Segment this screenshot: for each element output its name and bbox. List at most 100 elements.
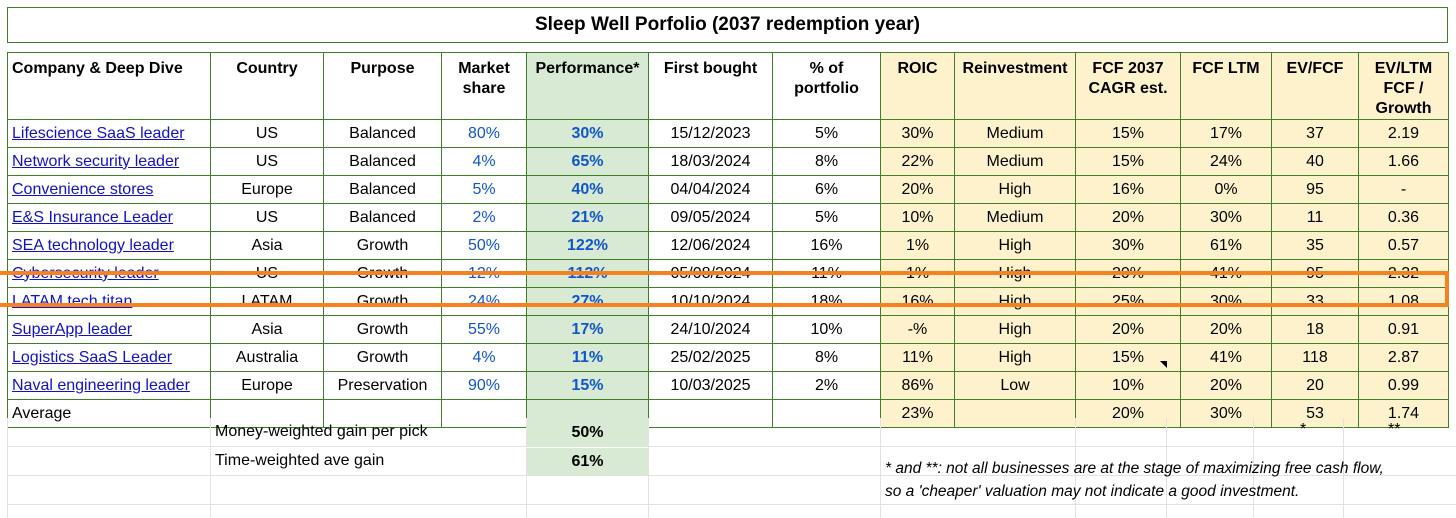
header-ev-fcf[interactable]: EV/FCF — [1271, 52, 1359, 120]
cell-share[interactable]: 5% — [441, 175, 527, 204]
cell-company[interactable]: SEA technology leader — [7, 231, 211, 260]
cell-pct[interactable]: 6% — [772, 175, 881, 204]
cell-purpose[interactable]: Growth — [323, 315, 442, 344]
deep-dive-link[interactable]: Naval engineering leader — [12, 376, 190, 394]
cell-pct[interactable]: 11% — [772, 259, 881, 288]
cell-company[interactable]: Network security leader — [7, 147, 211, 176]
cell-roic[interactable]: 10% — [880, 203, 955, 232]
cell-perf[interactable]: 30% — [526, 119, 649, 148]
average-label[interactable]: Average — [7, 399, 211, 428]
cell-cagr[interactable]: 15% — [1075, 119, 1181, 148]
cell-purpose[interactable]: Growth — [323, 343, 442, 372]
average-empty-cell[interactable] — [210, 399, 324, 428]
cell-pct[interactable]: 8% — [772, 343, 881, 372]
cell-growth[interactable]: 0.57 — [1358, 231, 1449, 260]
cell-purpose[interactable]: Balanced — [323, 175, 442, 204]
cell-growth[interactable]: 2.87 — [1358, 343, 1449, 372]
cell-company[interactable]: E&S Insurance Leader — [7, 203, 211, 232]
deep-dive-link[interactable]: Convenience stores — [12, 180, 154, 198]
cell-purpose[interactable]: Balanced — [323, 147, 442, 176]
cell-ltm[interactable]: 20% — [1180, 371, 1272, 400]
cell-pct[interactable]: 5% — [772, 203, 881, 232]
header-company[interactable]: Company & Deep Dive — [7, 52, 211, 120]
cell-purpose[interactable]: Growth — [323, 287, 442, 316]
header-pct-portfolio[interactable]: % of portfolio — [772, 52, 881, 120]
cell-share[interactable]: 90% — [441, 371, 527, 400]
average-empty-cell[interactable] — [772, 399, 881, 428]
average-empty-cell[interactable] — [954, 399, 1076, 428]
cell-perf[interactable]: 27% — [526, 287, 649, 316]
cell-reinv[interactable]: High — [954, 315, 1076, 344]
cell-country[interactable]: Australia — [210, 343, 324, 372]
cell-ltm[interactable]: 30% — [1180, 287, 1272, 316]
cell-reinv[interactable]: High — [954, 287, 1076, 316]
cell-company[interactable]: SuperApp leader — [7, 315, 211, 344]
cell-roic[interactable]: 1% — [880, 231, 955, 260]
cell-perf[interactable]: 40% — [526, 175, 649, 204]
header-ev-ltm-growth[interactable]: EV/LTM FCF / Growth — [1358, 52, 1449, 120]
cell-cagr[interactable]: 20% — [1075, 315, 1181, 344]
cell-perf[interactable]: 122% — [526, 231, 649, 260]
average-evfcf[interactable]: 53 — [1271, 399, 1359, 428]
cell-pct[interactable]: 8% — [772, 147, 881, 176]
average-growth[interactable]: 1.74 — [1358, 399, 1449, 428]
cell-pct[interactable]: 18% — [772, 287, 881, 316]
cell-cagr[interactable]: 25% — [1075, 287, 1181, 316]
cell-bought[interactable]: 04/04/2024 — [648, 175, 773, 204]
cell-growth[interactable]: 1.66 — [1358, 147, 1449, 176]
cell-pct[interactable]: 5% — [772, 119, 881, 148]
cell-share[interactable]: 50% — [441, 231, 527, 260]
cell-share[interactable]: 80% — [441, 119, 527, 148]
cell-growth[interactable]: 2.19 — [1358, 119, 1449, 148]
header-roic[interactable]: ROIC — [880, 52, 955, 120]
cell-bought[interactable]: 15/12/2023 — [648, 119, 773, 148]
header-reinvestment[interactable]: Reinvestment — [954, 52, 1076, 120]
header-fcf-cagr[interactable]: FCF 2037 CAGR est. — [1075, 52, 1181, 120]
deep-dive-link[interactable]: Logistics SaaS Leader — [12, 348, 173, 366]
cell-roic[interactable]: 30% — [880, 119, 955, 148]
cell-ltm[interactable]: 24% — [1180, 147, 1272, 176]
cell-purpose[interactable]: Growth — [323, 231, 442, 260]
cell-country[interactable]: LATAM — [210, 287, 324, 316]
cell-company[interactable]: Convenience stores — [7, 175, 211, 204]
cell-company[interactable]: Logistics SaaS Leader — [7, 343, 211, 372]
cell-evfcf[interactable]: 35 — [1271, 231, 1359, 260]
cell-ltm[interactable]: 41% — [1180, 343, 1272, 372]
cell-share[interactable]: 4% — [441, 147, 527, 176]
cell-perf[interactable]: 17% — [526, 315, 649, 344]
cell-reinv[interactable]: High — [954, 343, 1076, 372]
cell-pct[interactable]: 2% — [772, 371, 881, 400]
cell-purpose[interactable]: Balanced — [323, 203, 442, 232]
deep-dive-link[interactable]: SEA technology leader — [12, 236, 174, 254]
cell-cagr[interactable]: 20% — [1075, 259, 1181, 288]
cell-roic[interactable]: 22% — [880, 147, 955, 176]
cell-reinv[interactable]: Medium — [954, 203, 1076, 232]
cell-share[interactable]: 4% — [441, 343, 527, 372]
cell-evfcf[interactable]: 37 — [1271, 119, 1359, 148]
cell-cagr[interactable]: 10% — [1075, 371, 1181, 400]
cell-bought[interactable]: 12/06/2024 — [648, 231, 773, 260]
cell-company[interactable]: LATAM tech titan — [7, 287, 211, 316]
cell-company[interactable]: Cybersecurity leader — [7, 259, 211, 288]
cell-evfcf[interactable]: 33 — [1271, 287, 1359, 316]
cell-bought[interactable]: 18/03/2024 — [648, 147, 773, 176]
average-ltm[interactable]: 30% — [1180, 399, 1272, 428]
cell-bought[interactable]: 09/05/2024 — [648, 203, 773, 232]
cell-cagr[interactable]: 15% — [1075, 147, 1181, 176]
cell-perf[interactable]: 21% — [526, 203, 649, 232]
cell-evfcf[interactable]: 11 — [1271, 203, 1359, 232]
cell-ltm[interactable]: 30% — [1180, 203, 1272, 232]
cell-evfcf[interactable]: 40 — [1271, 147, 1359, 176]
cell-ltm[interactable]: 0% — [1180, 175, 1272, 204]
cell-growth[interactable]: 0.91 — [1358, 315, 1449, 344]
cell-share[interactable]: 24% — [441, 287, 527, 316]
cell-country[interactable]: Europe — [210, 175, 324, 204]
cell-purpose[interactable]: Growth — [323, 259, 442, 288]
cell-roic[interactable]: -% — [880, 315, 955, 344]
cell-country[interactable]: US — [210, 119, 324, 148]
average-cagr[interactable]: 20% — [1075, 399, 1181, 428]
cell-company[interactable]: Naval engineering leader — [7, 371, 211, 400]
cell-growth[interactable]: - — [1358, 175, 1449, 204]
header-country[interactable]: Country — [210, 52, 324, 120]
cell-perf[interactable]: 65% — [526, 147, 649, 176]
